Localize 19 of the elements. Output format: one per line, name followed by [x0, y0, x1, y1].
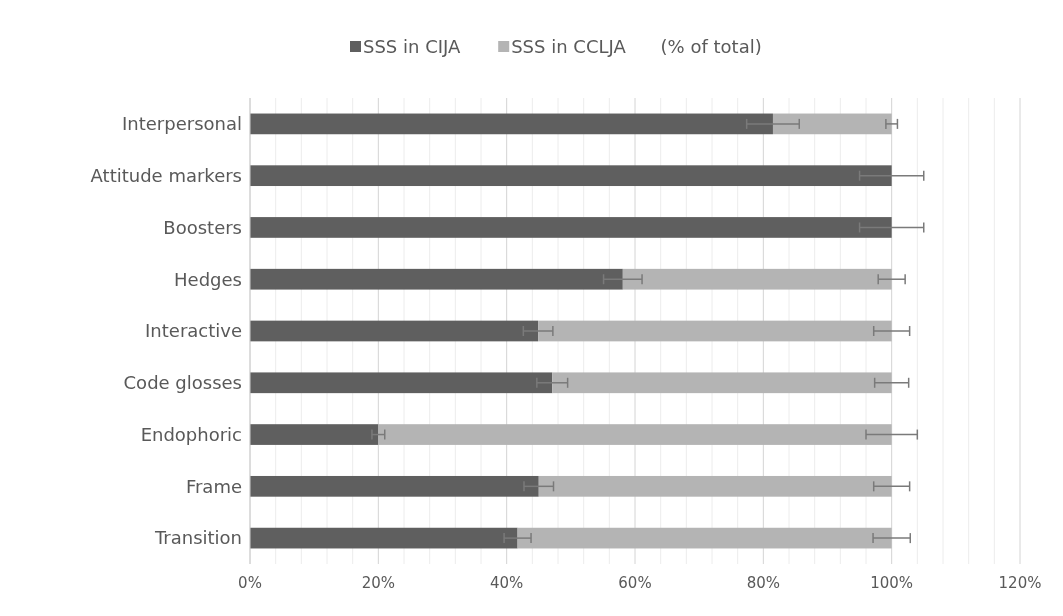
legend-label: SSS in CIJA	[363, 36, 461, 57]
y-tick-label: Boosters	[163, 216, 242, 238]
x-tick-label: 0%	[238, 574, 262, 592]
x-tick-label: 100%	[870, 574, 914, 592]
text: (% of total)	[660, 36, 762, 57]
x-tick-label: 120%	[998, 574, 1042, 592]
x-tick-label: 60%	[618, 574, 652, 592]
y-tick-label: Frame	[185, 475, 242, 497]
y-tick-label: Interpersonal	[122, 113, 242, 135]
y-tick-label: Transition	[153, 527, 242, 549]
x-tick-label: 80%	[746, 574, 781, 592]
y-tick-label: Code glosses	[123, 372, 242, 394]
y-tick-label: Hedges	[174, 268, 242, 290]
y-tick-label: Interactive	[145, 320, 242, 342]
y-tick-label: Attitude markers	[90, 164, 242, 186]
y-tick-label: Endophoric	[140, 423, 242, 445]
x-tick-label: 40%	[489, 574, 524, 592]
x-tick-label: 20%	[361, 574, 396, 592]
legend-label: SSS in CCLJA	[511, 36, 627, 57]
